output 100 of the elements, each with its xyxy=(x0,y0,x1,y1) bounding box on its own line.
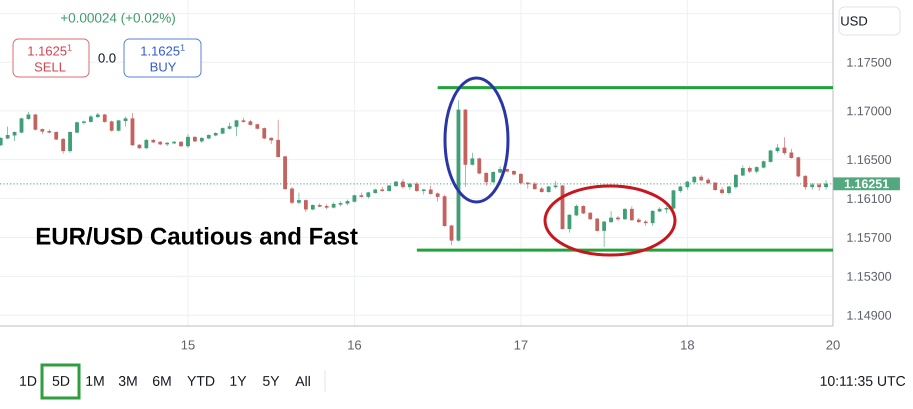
candlestick xyxy=(179,140,183,148)
candlestick xyxy=(318,203,322,208)
candlestick xyxy=(248,119,252,126)
candlestick xyxy=(380,186,384,192)
candlestick xyxy=(200,136,204,144)
candlestick xyxy=(68,131,72,154)
text: USD xyxy=(841,16,868,26)
candlestick xyxy=(505,168,509,173)
candlestick xyxy=(165,142,170,146)
y-tick-label: 1.16500 xyxy=(847,155,892,164)
candlestick xyxy=(616,216,620,222)
candlestick xyxy=(713,182,717,192)
candlestick xyxy=(366,191,370,199)
candlestick xyxy=(26,112,30,120)
candlestick xyxy=(130,112,134,146)
candlestick xyxy=(276,119,280,158)
candlestick xyxy=(574,204,578,216)
candlestick xyxy=(526,182,530,190)
annotation: BUY xyxy=(150,62,176,72)
candlestick xyxy=(609,210,613,224)
candlestick xyxy=(255,123,260,130)
candlestick xyxy=(290,186,294,205)
candlestick xyxy=(401,178,405,190)
candlestick xyxy=(512,170,516,176)
candlestick xyxy=(88,114,93,123)
candlestick xyxy=(678,186,682,193)
x-tick-label: 20 xyxy=(826,340,840,350)
candlestick xyxy=(338,201,342,207)
candlestick xyxy=(234,119,238,137)
text: 1Y xyxy=(230,376,246,386)
candlestick xyxy=(734,174,738,190)
candlestick xyxy=(824,180,828,190)
candlestick xyxy=(706,178,710,184)
candlestick xyxy=(560,184,564,230)
candlestick xyxy=(186,134,190,148)
candlestick xyxy=(442,194,446,228)
candlestick xyxy=(82,120,86,125)
candlestick xyxy=(220,127,225,135)
candlestick xyxy=(498,166,502,174)
annotation: SELL xyxy=(34,62,66,72)
candlestick xyxy=(20,117,24,134)
candlestick xyxy=(242,117,246,123)
candlestick xyxy=(332,202,336,209)
x-tick-label: 16 xyxy=(348,340,362,350)
candlestick xyxy=(636,218,641,224)
candlestick xyxy=(817,182,822,192)
candlestick xyxy=(789,148,794,159)
candlestick xyxy=(484,172,488,186)
candlestick xyxy=(346,199,350,206)
annotation: 0.0 xyxy=(98,53,116,63)
text: 1D xyxy=(20,376,36,386)
ref-line-label: 1.16251 xyxy=(844,179,889,188)
candlestick xyxy=(546,186,551,193)
candlestick xyxy=(720,186,724,195)
candlestick xyxy=(124,116,128,127)
candlestick xyxy=(554,180,558,190)
candlestick xyxy=(61,138,66,154)
y-tick-label: 1.14900 xyxy=(847,310,892,320)
y-tick-label: 1.15700 xyxy=(847,233,892,242)
candlestick xyxy=(422,188,426,195)
candlestick xyxy=(394,180,398,188)
candlestick xyxy=(47,129,52,134)
text: EUR/USD Cautious and Fast xyxy=(36,227,358,245)
y-tick-label: 1.15300 xyxy=(847,272,892,281)
candlestick xyxy=(359,192,364,198)
candlestick xyxy=(33,114,38,131)
candlestick xyxy=(96,112,100,118)
candlestick xyxy=(228,122,232,130)
candlestick xyxy=(450,224,454,246)
candlestick xyxy=(387,184,392,192)
candlestick xyxy=(456,100,460,242)
text: 5D xyxy=(52,376,70,386)
annotation: +0.00024 (+0.02%) xyxy=(60,12,175,26)
candlestick xyxy=(540,186,544,193)
candlestick xyxy=(685,180,690,190)
candlestick xyxy=(470,152,474,166)
candlestick xyxy=(740,165,745,176)
candlestick xyxy=(532,182,537,190)
annotation: 1.1625$^{1}$ xyxy=(141,44,185,56)
candlestick xyxy=(672,189,676,210)
candlestick xyxy=(172,140,176,144)
candlestick xyxy=(630,206,634,222)
candlestick xyxy=(568,214,572,233)
annotation: 1.1625$^{1}$ xyxy=(28,44,72,56)
candlestick xyxy=(297,192,301,205)
x-tick-label: 15 xyxy=(182,340,195,350)
candlestick xyxy=(658,206,662,212)
candlestick xyxy=(491,170,496,184)
y-tick-label: 1.17500 xyxy=(847,58,892,67)
candlestick xyxy=(428,186,433,195)
y-tick-label: 1.17000 xyxy=(847,106,892,116)
candlestick xyxy=(408,182,412,190)
candlestick xyxy=(414,182,419,192)
candlestick xyxy=(158,140,162,146)
x-tick-label: 17 xyxy=(514,340,528,350)
text: 5Y xyxy=(263,376,280,386)
candlestick xyxy=(810,182,814,190)
candlestick xyxy=(518,172,523,184)
candlestick xyxy=(776,144,780,154)
text: 6M xyxy=(153,376,171,386)
